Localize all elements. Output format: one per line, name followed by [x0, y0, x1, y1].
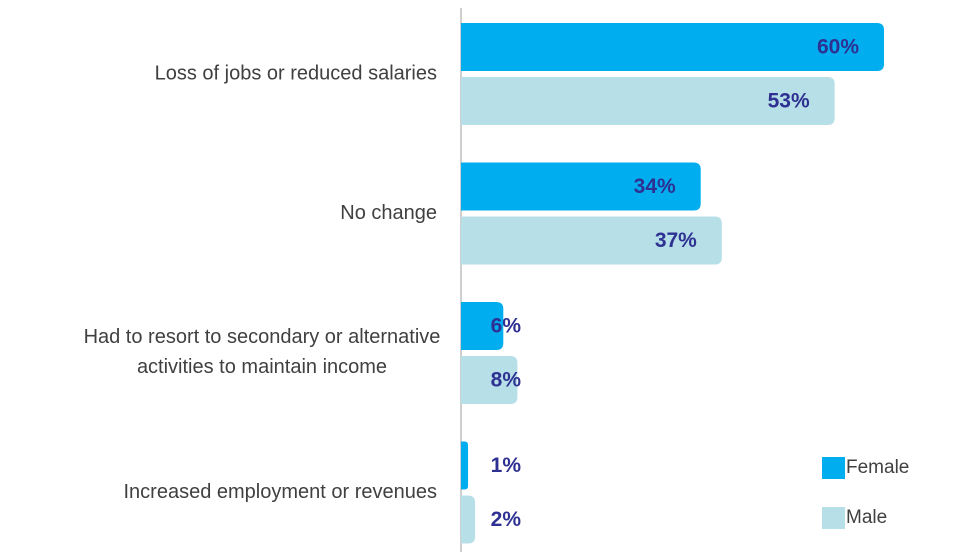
value-label: 6% — [491, 315, 522, 338]
bar — [461, 441, 469, 490]
category-label: Increased employment or revenues — [124, 481, 438, 503]
value-label: 2% — [491, 508, 522, 531]
value-label: 8% — [491, 369, 522, 392]
category-label: Loss of jobs or reduced salaries — [155, 62, 437, 84]
legend-label: Male — [846, 507, 887, 528]
bar — [461, 495, 476, 544]
value-label: 34% — [634, 175, 676, 198]
bar — [461, 162, 701, 211]
bar — [461, 216, 722, 265]
bar — [461, 356, 518, 404]
category-label: Had to resort to secondary or alternativ… — [84, 326, 441, 378]
value-label: 60% — [817, 36, 859, 59]
value-label: 1% — [491, 454, 522, 477]
bar — [461, 77, 835, 125]
value-label: 53% — [768, 90, 810, 113]
legend-swatch — [822, 507, 845, 529]
legend-swatch — [822, 457, 845, 479]
value-label: 37% — [655, 229, 697, 252]
bar — [461, 302, 504, 350]
legend-label: Female — [846, 457, 909, 478]
category-label: No change — [340, 202, 437, 224]
bar — [461, 23, 884, 71]
